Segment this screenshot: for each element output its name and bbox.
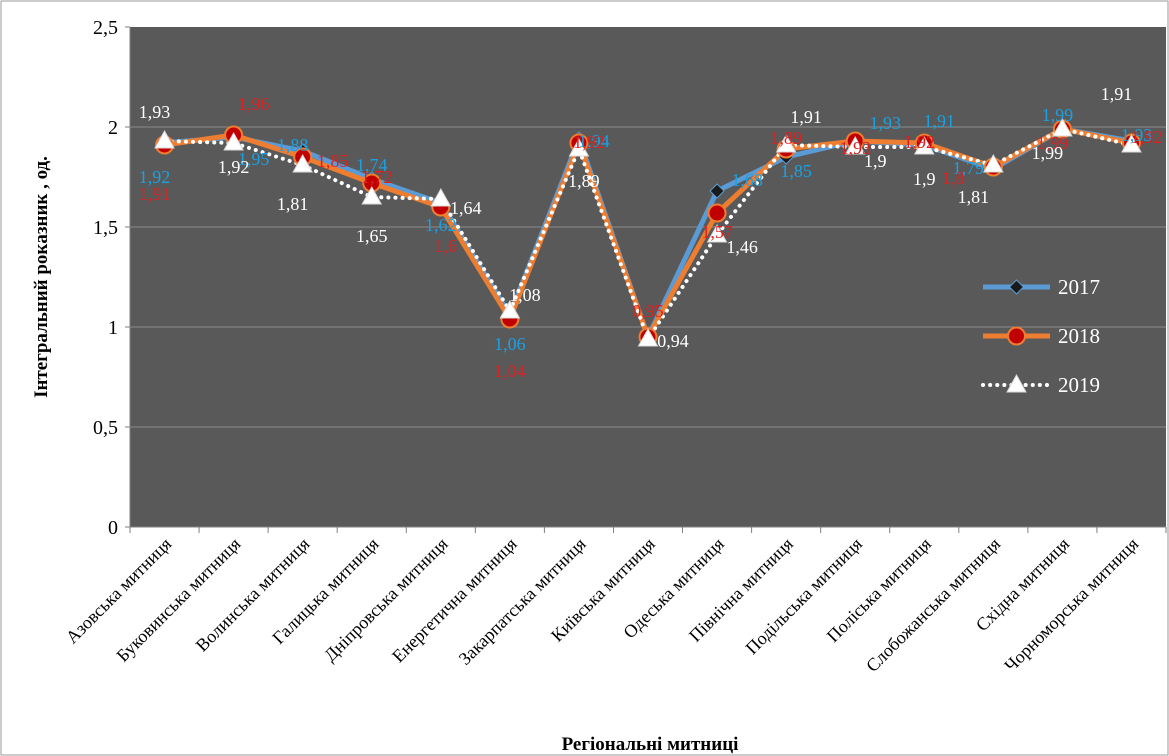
legend-label-2018: 2018 [1058,324,1100,348]
marker-2019 [844,135,866,155]
data-label-2019: 1,91 [790,107,822,127]
marker-2019 [913,135,935,155]
data-label-2018: 1,72 [361,167,393,187]
data-label-2018: 1,8 [942,168,965,188]
y-tick-label: 1,5 [93,217,118,239]
data-label-2019: 1,81 [277,194,309,214]
legend: 2017 2018 2019 [981,275,1100,397]
data-label-2018: 1,91 [139,184,171,204]
legend-label-2017: 2017 [1058,275,1100,299]
data-label-2019: 1,89 [568,171,600,191]
data-label-2017: 1,94 [578,131,610,151]
marker-2019 [430,187,452,207]
plot-area [130,27,1166,527]
marker-2019 [1052,117,1073,137]
data-label-2019: 0,94 [657,331,689,351]
x-axis-title: Регіональні митниці [562,734,739,755]
data-label-2018: 1,89 [770,128,802,148]
gridlines [130,126,1166,428]
marker-2019 [223,131,244,151]
data-label-2017: 1,93 [1121,125,1153,145]
data-label-2019: 1,93 [139,102,171,122]
legend-label-2019: 2019 [1058,373,1100,397]
data-label-2017: 1,91 [924,111,956,131]
y-axis-title: Інтегральний рокaзник , од. [31,156,52,398]
marker-2019 [499,299,521,319]
data-label-2017: 1,79 [953,158,985,178]
data-label-2018: 1,92 [573,132,605,152]
data-label-2017: 1,06 [494,334,526,354]
data-label-2018: 1,92 [904,132,936,152]
data-label-2017: 1,95 [238,149,270,169]
data-label-2019: 1,9 [913,169,936,189]
data-label-2019: 1,08 [509,285,541,305]
legend-marker-2018 [1007,326,1026,346]
marker-2019 [775,133,797,153]
data-label-2019: 1,9 [864,151,887,171]
y-tick-label: 2,5 [93,17,118,39]
data-label-2018: 1,99 [1037,133,1069,153]
marker-2019 [1121,133,1142,153]
data-label-2019: 1,65 [356,226,388,246]
marker-2019 [154,129,175,149]
data-label-2019: 1,91 [1101,84,1133,104]
marker-2017 [709,183,725,199]
data-label-2019: 1,81 [958,187,990,207]
data-label-2017: 1,88 [277,135,309,155]
data-label-2018: 1,93 [839,138,871,158]
marker-2019 [292,153,314,173]
data-labels: 1,921,951,881,741,621,061,941,68 1,851,93… [139,84,1162,381]
data-label-2018: 1,92 [1131,127,1163,147]
data-label-2017: 1,99 [1042,105,1074,125]
marker-2018 [707,203,727,223]
data-label-2017: 1,92 [139,167,171,187]
y-tick-label: 2 [108,117,118,139]
legend-marker-2019 [1006,373,1027,393]
data-label-2019: 1,46 [726,237,758,257]
data-label-2018: 1,6 [435,236,458,256]
data-label-2018: 1,57 [701,222,733,242]
data-label-2019: 1,99 [1032,143,1064,163]
y-axis-ticks: 0 0,5 1 1,5 2 2,5 [93,17,1166,539]
legend-marker-2017 [1008,279,1025,295]
data-label-2018: 1,04 [494,361,526,381]
marker-2019 [568,137,590,157]
data-label-2018: 1,96 [238,94,270,114]
marker-2019 [982,153,1004,173]
data-label-2019: 1,92 [218,157,250,177]
y-tick-label: 0 [108,517,118,539]
marker-2019 [361,185,383,205]
data-label-2018: 1,85 [317,151,349,171]
data-label-2017: 1,85 [780,161,812,181]
data-label-2019: 1,64 [450,198,482,218]
data-label-2018: 0,95 [632,301,664,321]
data-label-2017: 1,62 [425,215,457,235]
marker-2019 [637,327,659,347]
data-label-2017: 1,68 [731,170,763,190]
y-tick-label: 0,5 [93,417,118,439]
y-tick-label: 1 [108,317,118,339]
marker-2019 [706,223,728,243]
data-label-2017: 1,93 [869,113,901,133]
data-label-2017: 1,74 [356,155,388,175]
series-layer [154,117,1142,347]
